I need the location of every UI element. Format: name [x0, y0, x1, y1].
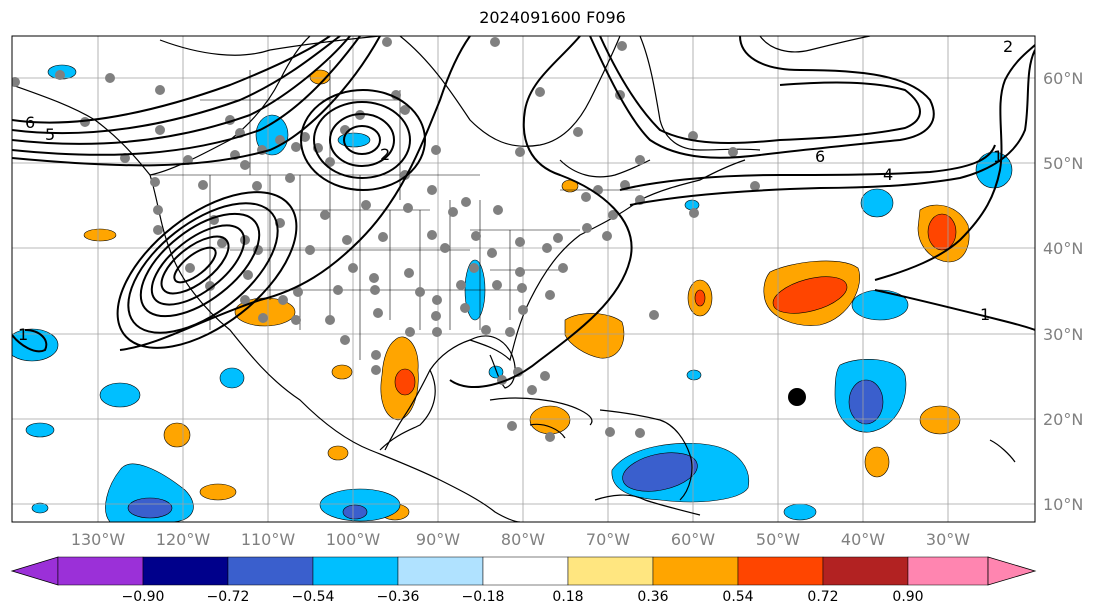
- colorbar-tick-label: −0.18: [462, 589, 505, 605]
- colorbar-segment: [907, 556, 989, 586]
- map-plot-area: 6 5 2 6 4 1 1 2 1: [12, 36, 1035, 522]
- lon-label: 90°W: [416, 530, 460, 549]
- cold-anomaly-mexico-pacific: [219, 367, 245, 389]
- lat-label: 60°N: [1043, 69, 1083, 88]
- contour-label: 2: [1003, 37, 1013, 56]
- cold-anomaly-bahamas: [488, 365, 504, 379]
- cold-anomaly-far-north-atlantic: [975, 151, 1013, 189]
- colorbar-tick-label: −0.72: [207, 589, 250, 605]
- latitude-labels: 60°N 50°N 40°N 30°N 20°N 10°N: [1043, 69, 1083, 514]
- colorbar-segment: [737, 556, 824, 586]
- lat-label: 50°N: [1043, 154, 1083, 173]
- warm-anomaly-tropical-atlantic: [864, 446, 890, 478]
- cold-anomaly-north-atlantic: [860, 188, 894, 218]
- contour-label: 6: [815, 147, 825, 166]
- colorbar-extend-high: [987, 556, 1037, 586]
- cold-anomaly-puerto-rico: [686, 369, 702, 381]
- anomaly-shading: [12, 64, 1013, 522]
- map-frame: [11, 35, 1036, 523]
- map-title: 2024091600 F096: [479, 8, 626, 27]
- lon-label: 50°W: [756, 530, 800, 549]
- colorbar-segment: [397, 556, 484, 586]
- warm-anomaly-caribbean: [529, 405, 571, 435]
- warm-anomaly-east-pacific: [163, 422, 191, 448]
- colorbar: −0.90 −0.72 −0.54 −0.36 −0.18 0.18 0.36 …: [10, 556, 1037, 605]
- colorbar-segment: [57, 556, 144, 586]
- cold-anomaly-far-southeast: [783, 503, 817, 521]
- colorbar-tick-label: 0.18: [552, 589, 583, 605]
- station-dots: [12, 37, 760, 442]
- warm-anomaly-core-north-atlantic: [927, 213, 957, 251]
- lon-label: 70°W: [586, 530, 630, 549]
- lon-label: 100°W: [326, 530, 381, 549]
- colorbar-segment: [142, 556, 229, 586]
- warm-anomaly-eastern-atlantic: [919, 405, 961, 435]
- lon-label: 130°W: [71, 530, 126, 549]
- cold-anomaly-pacific-20n: [99, 382, 141, 408]
- lon-label: 30°W: [926, 530, 970, 549]
- warm-anomaly-central-america: [327, 445, 349, 461]
- colorbar-tick-label: 0.72: [807, 589, 838, 605]
- warm-anomaly-mexico-east: [331, 364, 353, 380]
- colorbar-segment: [567, 556, 654, 586]
- storm-center-marker: [788, 388, 806, 406]
- colorbar-tick-label: 0.90: [892, 589, 923, 605]
- cold-anomaly-pacific-18n: [25, 422, 55, 438]
- contour-label: 1: [993, 147, 1003, 166]
- colorbar-segment: [227, 556, 314, 586]
- colorbar-tick-label: −0.54: [292, 589, 335, 605]
- colorbar-segment: [312, 556, 399, 586]
- lat-label: 30°N: [1043, 325, 1083, 344]
- lon-label: 120°W: [156, 530, 211, 549]
- longitude-labels: 130°W 120°W 110°W 100°W 90°W 80°W 70°W 6…: [71, 530, 970, 549]
- contour-label: 6: [25, 113, 35, 132]
- warm-anomaly-core-atlantic: [772, 276, 848, 314]
- cold-anomaly-south-central: [319, 488, 401, 522]
- colorbar-tick-label: −0.36: [377, 589, 420, 605]
- colorbar-tick-label: −0.90: [122, 589, 165, 605]
- lon-label: 40°W: [841, 530, 885, 549]
- lat-label: 40°N: [1043, 239, 1083, 258]
- contour-labels: 6 5 2 6 4 1 1 2 1: [18, 37, 1013, 344]
- warm-anomaly-baja: [199, 483, 237, 501]
- warm-anomaly-pacific: [83, 228, 117, 242]
- contour-label: 1: [18, 325, 28, 344]
- contour-label: 1: [980, 305, 990, 324]
- colorbar-tick-label: 0.36: [637, 589, 668, 605]
- contour-label: 5: [45, 125, 55, 144]
- contour-lines: [12, 36, 1035, 388]
- lat-label: 20°N: [1043, 410, 1083, 429]
- cold-anomaly-west-of-cape: [851, 289, 909, 321]
- lon-label: 60°W: [671, 530, 715, 549]
- cold-anomaly-se-pacific: [31, 502, 49, 514]
- colorbar-segment: [822, 556, 909, 586]
- lat-label: 10°N: [1043, 495, 1083, 514]
- cold-anomaly-hudson: [337, 132, 371, 148]
- lon-label: 110°W: [241, 530, 296, 549]
- colorbar-extend-low: [10, 556, 59, 586]
- cold-anomaly-core-tropical: [848, 379, 884, 425]
- cold-anomaly-pacific-west: [12, 328, 59, 362]
- colorbar-segment: [652, 556, 739, 586]
- lon-label: 80°W: [501, 530, 545, 549]
- colorbar-tick-label: 0.54: [722, 589, 753, 605]
- contour-label: 4: [883, 165, 893, 184]
- cold-anomaly-core-caribbean: [622, 452, 698, 492]
- contour-label: 2: [380, 145, 390, 164]
- colorbar-segment: [482, 556, 569, 586]
- warm-anomaly-core-gulf: [394, 368, 416, 396]
